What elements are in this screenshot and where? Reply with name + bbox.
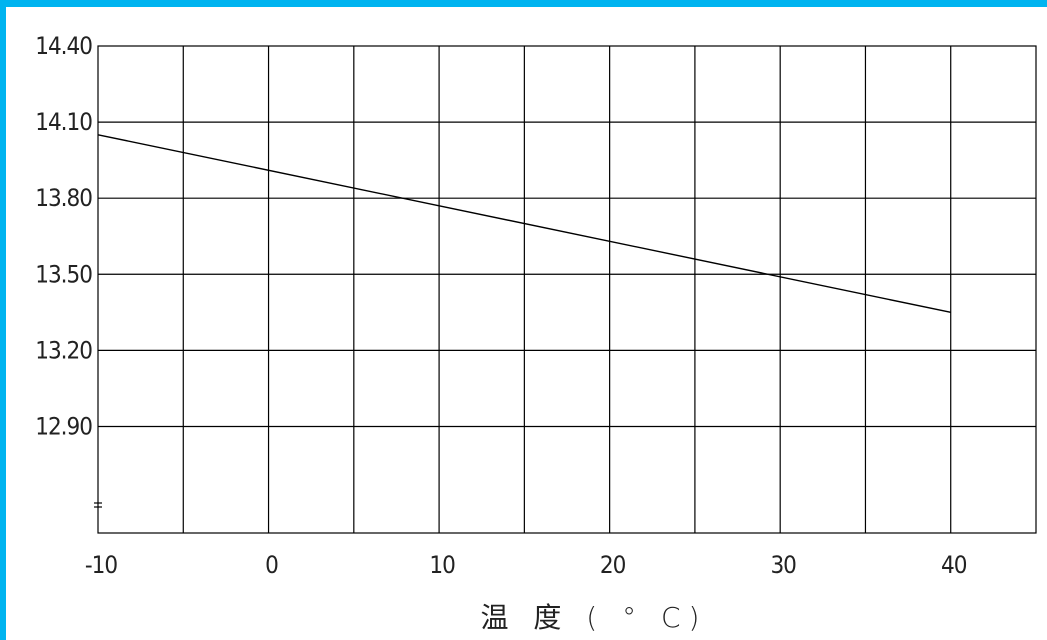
plot-border [97, 45, 1037, 534]
y-tick-label: 14.10 [35, 108, 92, 136]
y-axis-tick-labels: 14.40 14.10 13.80 13.50 13.20 12.90 [35, 32, 93, 440]
x-tick-label: 40 [941, 551, 967, 579]
series-line-1 [97, 134, 951, 314]
x-tick-label: 20 [600, 551, 626, 579]
x-axis-tick-labels: -10 0 10 20 30 40 [85, 551, 968, 579]
chart-frame: 14.40 14.10 13.80 13.50 13.20 12.90 -10 0 10 20 3… [6, 7, 1047, 640]
chart-grid [94, 45, 1037, 534]
x-tick-label: 10 [429, 551, 455, 579]
y-tick-label: 13.80 [35, 184, 92, 212]
y-tick-label: 14.40 [35, 32, 92, 60]
y-tick-label: 13.20 [35, 336, 92, 364]
x-axis-title: 温 度 ( ° C) [480, 601, 707, 634]
x-tick-label: -10 [85, 551, 118, 579]
x-tick-label: 30 [770, 551, 796, 579]
y-tick-label: 13.50 [35, 260, 92, 288]
chart-series [97, 134, 951, 314]
y-tick-label: 12.90 [35, 412, 92, 440]
line-chart: 14.40 14.10 13.80 13.50 13.20 12.90 -10 0 10 20 3… [35, 32, 1037, 634]
x-tick-label: 0 [265, 551, 278, 579]
